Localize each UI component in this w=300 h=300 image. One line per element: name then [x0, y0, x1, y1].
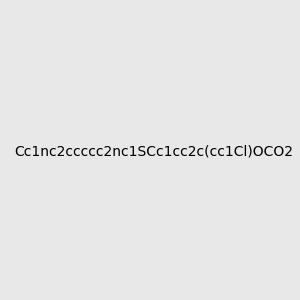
Text: Cc1nc2ccccc2nc1SCc1cc2c(cc1Cl)OCO2: Cc1nc2ccccc2nc1SCc1cc2c(cc1Cl)OCO2 — [14, 145, 293, 158]
